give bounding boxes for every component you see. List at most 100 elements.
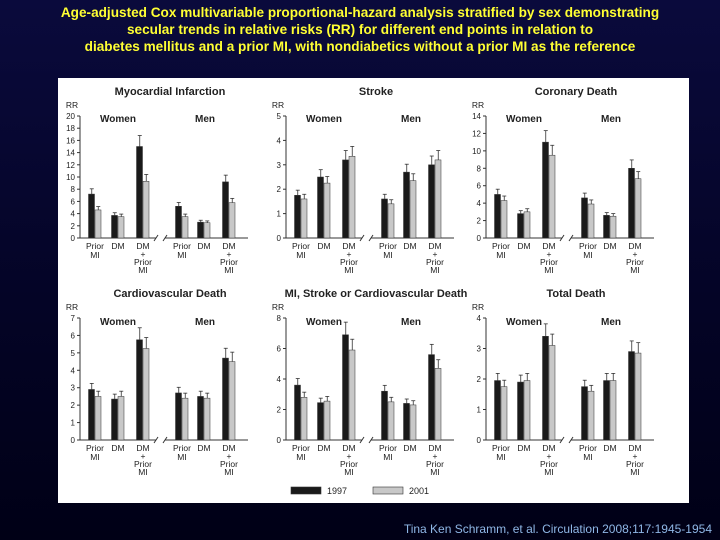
axis-break-mark [568, 234, 574, 242]
title-line-2: secular trends in relative risks (RR) fo… [126, 22, 594, 37]
y-tick-label: 2 [477, 375, 482, 384]
x-tick-label: MI [138, 467, 147, 477]
group-label-women: Women [100, 114, 136, 125]
bar-1997 [542, 141, 549, 239]
y-tick-label: 2 [71, 401, 76, 410]
x-tick-label: Prior [626, 459, 644, 469]
x-tick-label: MI [544, 265, 553, 275]
bar-1997 [222, 357, 229, 441]
bar-1997 [403, 403, 410, 441]
panel-title: Total Death [546, 288, 605, 300]
bar-1997 [494, 194, 501, 239]
x-tick-label: MI [383, 452, 392, 462]
y-tick-label: 7 [71, 314, 76, 323]
x-tick-label: DM [136, 241, 149, 251]
bar-1997 [136, 146, 143, 239]
x-tick-label: MI [496, 250, 505, 260]
title-line-3: diabetes mellitus and a prior MI, with n… [84, 39, 636, 54]
y-tick-label: 4 [277, 375, 282, 384]
panel-title: MI, Stroke or Cardiovascular Death [285, 288, 468, 300]
y-axis-label: RR [472, 302, 484, 312]
bar-2001 [523, 211, 531, 239]
y-tick-label: 5 [277, 112, 282, 121]
bar-2001 [409, 180, 417, 239]
bar-2001 [500, 386, 508, 441]
group-label-women: Women [100, 317, 136, 328]
x-tick-label: MI [296, 250, 305, 260]
x-tick-label: Prior [540, 257, 558, 267]
y-tick-label: 3 [477, 345, 482, 354]
axis-break-mark [559, 234, 565, 242]
bar-1997 [381, 390, 388, 441]
x-tick-label: MI [630, 265, 639, 275]
bar-1997 [294, 384, 301, 441]
bar-2001 [609, 380, 617, 441]
bar-1997 [581, 197, 588, 239]
bar-1997 [88, 389, 95, 441]
y-tick-label: 14 [472, 112, 481, 121]
legend-swatch-1997 [290, 486, 322, 495]
bar-2001 [94, 396, 102, 441]
y-tick-label: 8 [277, 314, 282, 323]
y-tick-label: 6 [71, 331, 76, 340]
bar-1997 [111, 215, 118, 239]
y-tick-label: 5 [71, 349, 76, 358]
bar-1997 [111, 398, 118, 441]
x-tick-label: MI [296, 452, 305, 462]
x-tick-label: Prior [426, 257, 444, 267]
bar-1997 [197, 396, 204, 441]
y-axis-label: RR [472, 100, 484, 110]
bar-2001 [300, 198, 308, 239]
x-tick-label: MI [383, 250, 392, 260]
x-tick-label: + [633, 451, 638, 461]
y-tick-label: 1 [477, 406, 482, 415]
bar-2001 [634, 352, 642, 441]
axis-break-mark [153, 436, 159, 444]
bar-2001 [94, 209, 102, 239]
x-tick-label: MI [544, 467, 553, 477]
x-tick-label: Prior [579, 443, 597, 453]
y-tick-label: 8 [477, 164, 482, 173]
title-line-1: Age-adjusted Cox multivariable proportio… [60, 5, 660, 20]
bar-2001 [228, 202, 236, 239]
x-tick-label: MI [583, 250, 592, 260]
bar-2001 [609, 215, 617, 239]
bar-2001 [300, 397, 308, 441]
x-tick-label: Prior [292, 443, 310, 453]
x-tick-label: Prior [379, 241, 397, 251]
x-tick-label: DM [111, 241, 124, 251]
x-tick-label: Prior [173, 443, 191, 453]
bar-1997 [222, 181, 229, 239]
x-tick-label: MI [430, 265, 439, 275]
bar-1997 [603, 215, 610, 239]
x-tick-label: MI [138, 265, 147, 275]
bar-1997 [542, 336, 549, 441]
bar-1997 [317, 176, 324, 239]
group-label-men: Men [195, 317, 215, 328]
y-tick-label: 6 [477, 182, 482, 191]
bar-1997 [403, 171, 410, 239]
x-tick-label: DM [428, 443, 441, 453]
x-tick-label: MI [90, 452, 99, 462]
bar-1997 [381, 198, 388, 239]
x-tick-label: + [347, 249, 352, 259]
figure-panel: Myocardial Infarction RR Women Men 0 2 4 6 8 10 12… [58, 78, 689, 503]
axis-break-mark [162, 234, 168, 242]
x-tick-label: Prior [626, 257, 644, 267]
y-tick-label: 16 [66, 136, 75, 145]
x-tick-label: MI [496, 452, 505, 462]
bar-1997 [628, 351, 635, 441]
x-tick-label: DM [603, 443, 616, 453]
y-tick-label: 0 [477, 234, 482, 243]
bar-1997 [294, 195, 301, 239]
y-tick-label: 0 [71, 436, 76, 445]
x-tick-label: DM [197, 443, 210, 453]
y-tick-label: 14 [66, 149, 75, 158]
panel-title: Myocardial Infarction [115, 86, 226, 98]
bar-1997 [517, 213, 524, 239]
group-label-men: Men [195, 114, 215, 125]
bar-2001 [587, 390, 595, 441]
bar-2001 [523, 380, 531, 441]
y-tick-label: 0 [71, 234, 76, 243]
